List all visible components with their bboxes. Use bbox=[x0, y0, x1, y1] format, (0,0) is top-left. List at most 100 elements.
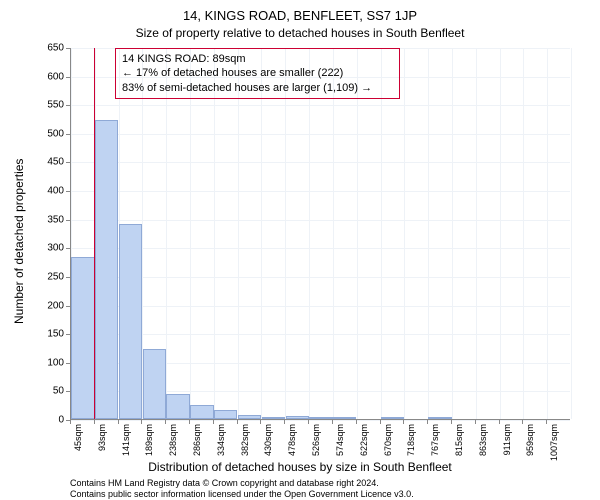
x-tick-label: 574sqm bbox=[335, 424, 345, 456]
bar bbox=[262, 417, 285, 419]
x-tick-label: 911sqm bbox=[502, 424, 512, 455]
x-tick-label: 670sqm bbox=[383, 424, 393, 456]
bar bbox=[286, 416, 309, 419]
x-tick-label: 334sqm bbox=[216, 424, 226, 456]
x-axis-title: Distribution of detached houses by size … bbox=[0, 460, 600, 474]
x-tick-label: 863sqm bbox=[478, 424, 488, 456]
y-tick-label: 150 bbox=[47, 329, 64, 340]
x-tick-mark bbox=[356, 420, 357, 424]
y-tick-label: 200 bbox=[47, 300, 64, 311]
x-tick-mark bbox=[118, 420, 119, 424]
y-tick-label: 50 bbox=[53, 386, 64, 397]
y-axis: 050100150200250300350400450500550600650 bbox=[0, 48, 70, 420]
x-tick-label: 767sqm bbox=[430, 424, 440, 456]
y-tick-label: 300 bbox=[47, 243, 64, 254]
y-tick-mark bbox=[66, 48, 70, 49]
x-tick-label: 286sqm bbox=[192, 424, 202, 456]
y-tick-label: 550 bbox=[47, 100, 64, 111]
bar bbox=[143, 349, 166, 419]
y-tick-mark bbox=[66, 220, 70, 221]
x-tick-mark bbox=[427, 420, 428, 424]
y-tick-label: 650 bbox=[47, 43, 64, 54]
y-tick-mark bbox=[66, 191, 70, 192]
y-tick-mark bbox=[66, 277, 70, 278]
bar bbox=[190, 405, 213, 419]
y-tick-label: 250 bbox=[47, 271, 64, 282]
bar bbox=[95, 120, 118, 419]
footer-line2: Contains public sector information licen… bbox=[70, 489, 414, 500]
y-tick-mark bbox=[66, 248, 70, 249]
x-tick-mark bbox=[522, 420, 523, 424]
y-tick-label: 100 bbox=[47, 357, 64, 368]
x-tick-label: 189sqm bbox=[144, 424, 154, 456]
gridline-v bbox=[571, 48, 572, 419]
y-tick-mark bbox=[66, 134, 70, 135]
bar bbox=[119, 224, 142, 419]
bar bbox=[381, 417, 404, 419]
annotation-line3: 83% of semi-detached houses are larger (… bbox=[122, 81, 393, 95]
x-tick-label: 238sqm bbox=[168, 424, 178, 456]
x-tick-label: 815sqm bbox=[454, 424, 464, 456]
x-tick-mark bbox=[308, 420, 309, 424]
chart-container: 14, KINGS ROAD, BENFLEET, SS7 1JP Size o… bbox=[0, 0, 600, 500]
x-tick-mark bbox=[546, 420, 547, 424]
x-tick-mark bbox=[189, 420, 190, 424]
y-tick-label: 0 bbox=[58, 415, 64, 426]
bars bbox=[71, 48, 570, 419]
chart-title-main: 14, KINGS ROAD, BENFLEET, SS7 1JP bbox=[0, 8, 600, 23]
x-tick-label: 718sqm bbox=[406, 424, 416, 456]
bar bbox=[428, 417, 451, 419]
x-tick-mark bbox=[70, 420, 71, 424]
x-tick-mark bbox=[403, 420, 404, 424]
bar bbox=[166, 394, 189, 419]
x-tick-mark bbox=[380, 420, 381, 424]
y-axis-title: Number of detached properties bbox=[12, 159, 26, 324]
x-tick-label: 430sqm bbox=[263, 424, 273, 456]
y-tick-label: 400 bbox=[47, 186, 64, 197]
annotation-line2: ← 17% of detached houses are smaller (22… bbox=[122, 66, 393, 80]
y-tick-label: 600 bbox=[47, 71, 64, 82]
x-tick-label: 141sqm bbox=[121, 424, 131, 456]
y-tick-mark bbox=[66, 363, 70, 364]
bar bbox=[238, 415, 261, 419]
x-tick-mark bbox=[141, 420, 142, 424]
y-tick-label: 450 bbox=[47, 157, 64, 168]
y-tick-mark bbox=[66, 306, 70, 307]
x-tick-mark bbox=[475, 420, 476, 424]
bar bbox=[71, 257, 94, 419]
y-tick-mark bbox=[66, 334, 70, 335]
x-tick-label: 622sqm bbox=[359, 424, 369, 456]
x-tick-mark bbox=[165, 420, 166, 424]
x-tick-mark bbox=[237, 420, 238, 424]
x-axis: 45sqm 93sqm 141sqm 189sqm 238sqm 286sqm 334sqm… bbox=[70, 420, 570, 460]
x-tick-label: 959sqm bbox=[525, 424, 535, 456]
x-tick-mark bbox=[260, 420, 261, 424]
y-tick-mark bbox=[66, 77, 70, 78]
x-tick-mark bbox=[499, 420, 500, 424]
y-tick-mark bbox=[66, 391, 70, 392]
x-tick-mark bbox=[451, 420, 452, 424]
x-tick-mark bbox=[284, 420, 285, 424]
bar bbox=[333, 417, 356, 419]
chart-title-sub: Size of property relative to detached ho… bbox=[0, 26, 600, 40]
x-tick-label: 93sqm bbox=[97, 424, 107, 451]
y-tick-label: 350 bbox=[47, 214, 64, 225]
footer: Contains HM Land Registry data © Crown c… bbox=[70, 478, 414, 500]
x-tick-label: 45sqm bbox=[73, 424, 83, 451]
x-tick-mark bbox=[213, 420, 214, 424]
annotation-box: 14 KINGS ROAD: 89sqm ← 17% of detached h… bbox=[115, 48, 400, 99]
bar bbox=[214, 410, 237, 419]
footer-line1: Contains HM Land Registry data © Crown c… bbox=[70, 478, 414, 489]
x-tick-label: 1007sqm bbox=[549, 424, 559, 461]
x-tick-mark bbox=[94, 420, 95, 424]
x-tick-label: 526sqm bbox=[311, 424, 321, 456]
x-tick-mark bbox=[332, 420, 333, 424]
annotation-line1: 14 KINGS ROAD: 89sqm bbox=[122, 52, 393, 66]
y-tick-mark bbox=[66, 105, 70, 106]
x-tick-label: 382sqm bbox=[240, 424, 250, 456]
highlight-line bbox=[94, 48, 95, 419]
y-tick-mark bbox=[66, 162, 70, 163]
x-tick-label: 478sqm bbox=[287, 424, 297, 456]
y-tick-label: 500 bbox=[47, 128, 64, 139]
bar bbox=[309, 417, 332, 419]
